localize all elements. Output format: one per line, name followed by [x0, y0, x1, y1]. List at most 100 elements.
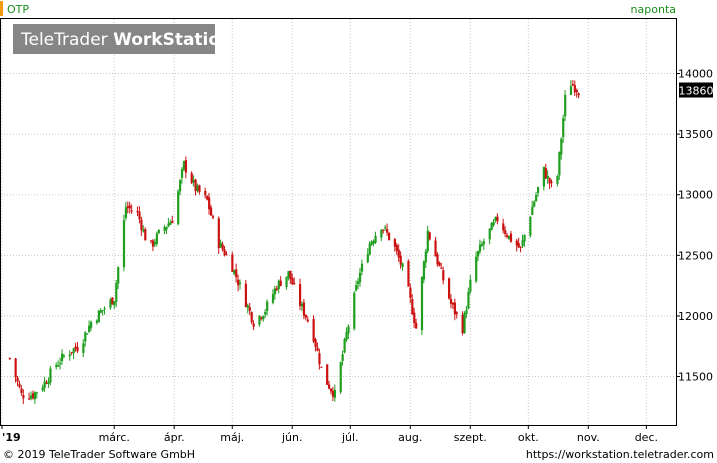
candle-body — [550, 181, 553, 183]
candle-body — [558, 152, 561, 176]
candle-body — [535, 194, 538, 201]
candle-body — [22, 395, 25, 399]
candle-body — [548, 178, 551, 184]
candle-body — [571, 84, 575, 86]
candle-body — [358, 272, 362, 283]
candle-body — [415, 322, 418, 329]
candle-body — [62, 355, 66, 357]
candle-body — [328, 384, 331, 389]
candle-body — [434, 240, 437, 257]
candle-body — [285, 276, 288, 287]
candle-body — [258, 315, 261, 325]
candle-body — [368, 243, 371, 255]
symbol-label[interactable]: OTP — [7, 3, 29, 16]
candle-body — [30, 395, 33, 399]
candle-body — [192, 180, 195, 183]
footer-url[interactable]: https://workstation.teletrader.com — [526, 448, 714, 461]
candle-body — [246, 305, 249, 308]
candle-body — [502, 223, 505, 231]
candle-body — [111, 297, 114, 305]
candle-body — [20, 388, 23, 393]
candle-body — [353, 292, 356, 329]
y-tick-label: 12500 — [678, 249, 713, 262]
candle-body — [194, 179, 197, 192]
candle-body — [99, 310, 102, 313]
candle-body — [455, 312, 458, 314]
x-tick-label: márc. — [99, 431, 130, 444]
candle-body — [477, 251, 480, 257]
x-tick-label: ápr. — [164, 431, 185, 444]
candle-body — [413, 312, 416, 324]
x-tick-label: júl. — [341, 431, 359, 444]
candle-body — [184, 160, 188, 173]
candle-body — [438, 262, 441, 266]
candle-body — [74, 346, 77, 349]
candle-body — [101, 310, 104, 312]
x-tick-label: aug. — [398, 431, 422, 444]
candle-body — [451, 302, 455, 305]
candle-body — [211, 216, 215, 218]
candle-body — [536, 187, 540, 193]
candle-body — [507, 235, 511, 239]
candle-body — [480, 243, 484, 246]
candle-body — [72, 348, 75, 354]
candle-body — [519, 246, 522, 248]
candle-body — [198, 185, 201, 193]
candle-body — [130, 210, 133, 212]
candle-body — [562, 118, 565, 138]
candle-body — [312, 318, 315, 342]
candle-body — [82, 343, 85, 353]
last-price-value: 13860 — [679, 85, 714, 98]
candle-body — [577, 93, 580, 96]
x-tick-label: máj. — [220, 431, 244, 444]
candle-body — [531, 206, 534, 215]
candle-body — [277, 280, 280, 289]
candle-body — [260, 317, 263, 319]
candle-body — [401, 263, 404, 267]
candle-body — [366, 254, 369, 263]
candle-body — [556, 175, 559, 184]
candle-body — [397, 249, 400, 258]
candle-body — [153, 242, 157, 245]
plot-area[interactable] — [0, 18, 677, 426]
watermark-background — [13, 24, 215, 54]
candle-body — [326, 364, 329, 385]
candle-body — [18, 383, 21, 387]
candle-body — [208, 197, 211, 210]
candle-body — [171, 220, 174, 224]
candle-body — [409, 287, 412, 298]
candle-body — [225, 254, 228, 256]
candle-body — [219, 242, 222, 248]
candle-body — [515, 240, 518, 246]
candle-body — [59, 362, 62, 364]
candle-body — [109, 299, 112, 308]
candle-body — [57, 364, 60, 367]
candle-body — [420, 277, 424, 331]
candle-body — [306, 319, 309, 322]
candle-body — [298, 284, 302, 306]
x-tick-label: okt. — [518, 431, 539, 444]
symbol-color-marker — [0, 1, 3, 16]
candle-body — [339, 362, 342, 393]
candle-body — [347, 326, 350, 334]
last-price-tag-background — [679, 82, 713, 98]
candle-body — [440, 267, 443, 269]
candle-body — [517, 243, 520, 248]
candle-body — [140, 219, 143, 230]
candle-body — [163, 227, 166, 232]
candle-body — [523, 234, 526, 242]
frequency-label[interactable]: naponta — [631, 3, 676, 16]
candle-body — [33, 392, 37, 400]
candle-body — [157, 229, 160, 234]
candle-body — [113, 301, 116, 306]
candle-body — [271, 294, 275, 303]
candle-body — [60, 353, 64, 362]
candle-body — [217, 218, 220, 249]
candle-body — [206, 195, 209, 200]
candle-body — [233, 270, 236, 274]
candle-body — [533, 201, 536, 207]
y-tick-label: 12000 — [678, 310, 713, 323]
candle-body — [128, 205, 131, 209]
candle-body — [393, 239, 397, 247]
candle-body — [343, 339, 346, 353]
